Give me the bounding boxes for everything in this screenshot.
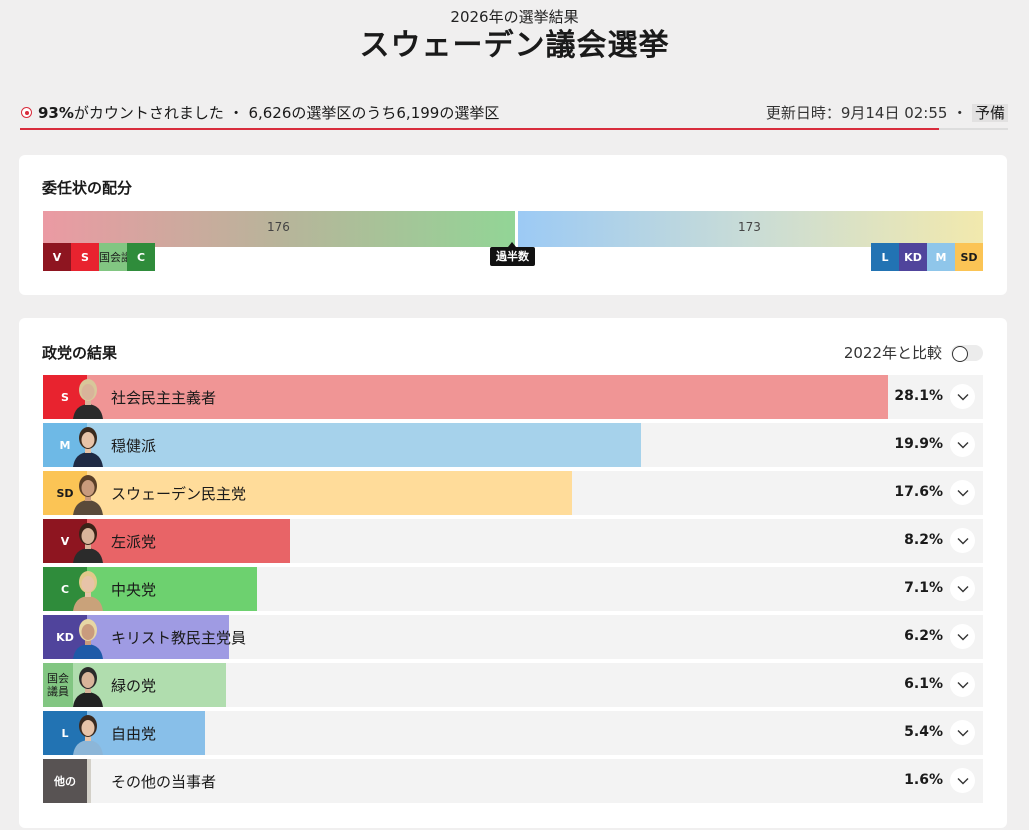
chevron-down-icon[interactable]	[950, 528, 975, 553]
chevron-down-icon[interactable]	[950, 672, 975, 697]
count-progress-bar	[20, 128, 1008, 130]
chevron-down-icon[interactable]	[950, 720, 975, 745]
party-percent: 6.2%	[904, 628, 943, 644]
party-name: 自由党	[111, 725, 157, 743]
party-leader-portrait-icon	[73, 475, 103, 515]
majority-label: 過半数	[490, 242, 535, 266]
bloc-chip-v[interactable]: V	[43, 243, 71, 271]
party-name: キリスト教民主党員	[111, 629, 247, 647]
left-bloc-seats: 176	[267, 220, 290, 234]
compare-toggle[interactable]	[951, 344, 983, 362]
preliminary-badge: 予備	[971, 104, 1008, 122]
chevron-down-icon[interactable]	[950, 384, 975, 409]
party-leader-portrait-icon	[73, 715, 103, 755]
count-percent: 93%	[38, 104, 74, 122]
bloc-chip-s[interactable]: S	[71, 243, 99, 271]
party-percent: 17.6%	[894, 484, 943, 500]
update-time: 更新日時：9月14日 02:55 ・	[765, 104, 972, 122]
party-leader-portrait-icon	[73, 619, 103, 659]
majority-line	[515, 211, 518, 247]
party-row-sd[interactable]: SD スウェーデン民主党 17.6%	[43, 471, 983, 515]
bloc-chip-kd[interactable]: KD	[899, 243, 927, 271]
party-result-bar	[43, 471, 572, 515]
party-abbr-badge: SD	[43, 471, 87, 515]
bloc-chip-l[interactable]: L	[871, 243, 899, 271]
page-title: スウェーデン議会選挙	[359, 28, 670, 63]
party-name: スウェーデン民主党	[111, 485, 247, 503]
party-name: 社会民主主義者	[111, 389, 217, 407]
party-leader-portrait-icon	[73, 523, 103, 563]
chevron-down-icon[interactable]	[950, 432, 975, 457]
compare-label: 2022年と比較	[843, 344, 942, 362]
party-abbr-badge: C	[43, 567, 87, 611]
page-header: 2026年の選挙結果 スウェーデン議会選挙	[0, 8, 1029, 66]
party-row-mp[interactable]: 国会議員 緑の党 6.1%	[43, 663, 983, 707]
chevron-down-icon[interactable]	[950, 576, 975, 601]
page-subtitle: 2026年の選挙結果	[450, 8, 579, 26]
party-result-bar	[43, 423, 641, 467]
count-description: がカウントされました ・ 6,626の選挙区のうち6,199の選挙区	[73, 104, 500, 122]
party-result-bar	[43, 663, 226, 707]
party-result-bar	[43, 375, 888, 419]
party-results-title: 政党の結果	[42, 344, 118, 362]
chevron-down-icon[interactable]	[950, 624, 975, 649]
party-percent: 1.6%	[904, 772, 943, 788]
chevron-down-icon[interactable]	[950, 768, 975, 793]
live-dot-icon	[21, 107, 32, 118]
bloc-chip-m[interactable]: M	[927, 243, 955, 271]
count-status: 93%がカウントされました ・ 6,626の選挙区のうち6,199の選挙区 更新…	[20, 100, 1008, 130]
party-row-kd[interactable]: KD キリスト教民主党員 6.2%	[43, 615, 983, 659]
seat-distribution-card: 委任状の配分 176 173 V S 国会議員 C 過半数 L KD M SD	[19, 155, 1007, 295]
party-name: 中央党	[111, 581, 157, 599]
party-percent: 8.2%	[904, 532, 943, 548]
party-leader-portrait-icon	[73, 667, 103, 707]
party-name: その他の当事者	[111, 773, 217, 791]
update-info: 更新日時：9月14日 02:55 ・ 予備	[766, 102, 1008, 123]
party-leader-portrait-icon	[73, 427, 103, 467]
party-results-card: 政党の結果 2022年と比較 S 社会民主主義者 28.1% M 穏健派 19.9% SD ス…	[19, 318, 1007, 828]
party-row-c[interactable]: C 中央党 7.1%	[43, 567, 983, 611]
party-percent: 5.4%	[904, 724, 943, 740]
party-percent: 19.9%	[894, 436, 943, 452]
party-abbr-badge: 他の	[43, 759, 87, 803]
party-leader-portrait-icon	[73, 379, 103, 419]
count-progress-fill	[20, 128, 939, 130]
party-row-l[interactable]: L 自由党 5.4%	[43, 711, 983, 755]
party-name: 緑の党	[111, 677, 157, 695]
party-row-m[interactable]: M 穏健派 19.9%	[43, 423, 983, 467]
party-abbr-badge: 国会議員	[43, 663, 73, 707]
party-row-v[interactable]: V 左派党 8.2%	[43, 519, 983, 563]
party-percent: 7.1%	[904, 580, 943, 596]
party-percent: 28.1%	[894, 388, 943, 404]
bloc-chip-mp[interactable]: 国会議員	[99, 243, 127, 271]
seat-distribution-title: 委任状の配分	[42, 179, 133, 197]
seat-distribution-bar: 176 173	[43, 211, 983, 247]
party-leader-portrait-icon	[73, 571, 103, 611]
bloc-chip-c[interactable]: C	[127, 243, 155, 271]
party-name: 左派党	[111, 533, 157, 551]
party-row-oth[interactable]: 他の その他の当事者 1.6%	[43, 759, 983, 803]
party-percent: 6.1%	[904, 676, 943, 692]
count-text: 93%がカウントされました ・ 6,626の選挙区のうち6,199の選挙区	[38, 102, 499, 123]
party-name: 穏健派	[111, 437, 157, 455]
party-row-s[interactable]: S 社会民主主義者 28.1%	[43, 375, 983, 419]
party-abbr-badge: M	[43, 423, 87, 467]
bloc-chip-sd[interactable]: SD	[955, 243, 983, 271]
right-bloc-bar[interactable]	[518, 211, 983, 247]
right-bloc-seats: 173	[738, 220, 761, 234]
compare-2022[interactable]: 2022年と比較	[844, 342, 983, 363]
chevron-down-icon[interactable]	[950, 480, 975, 505]
left-bloc-bar[interactable]	[43, 211, 515, 247]
